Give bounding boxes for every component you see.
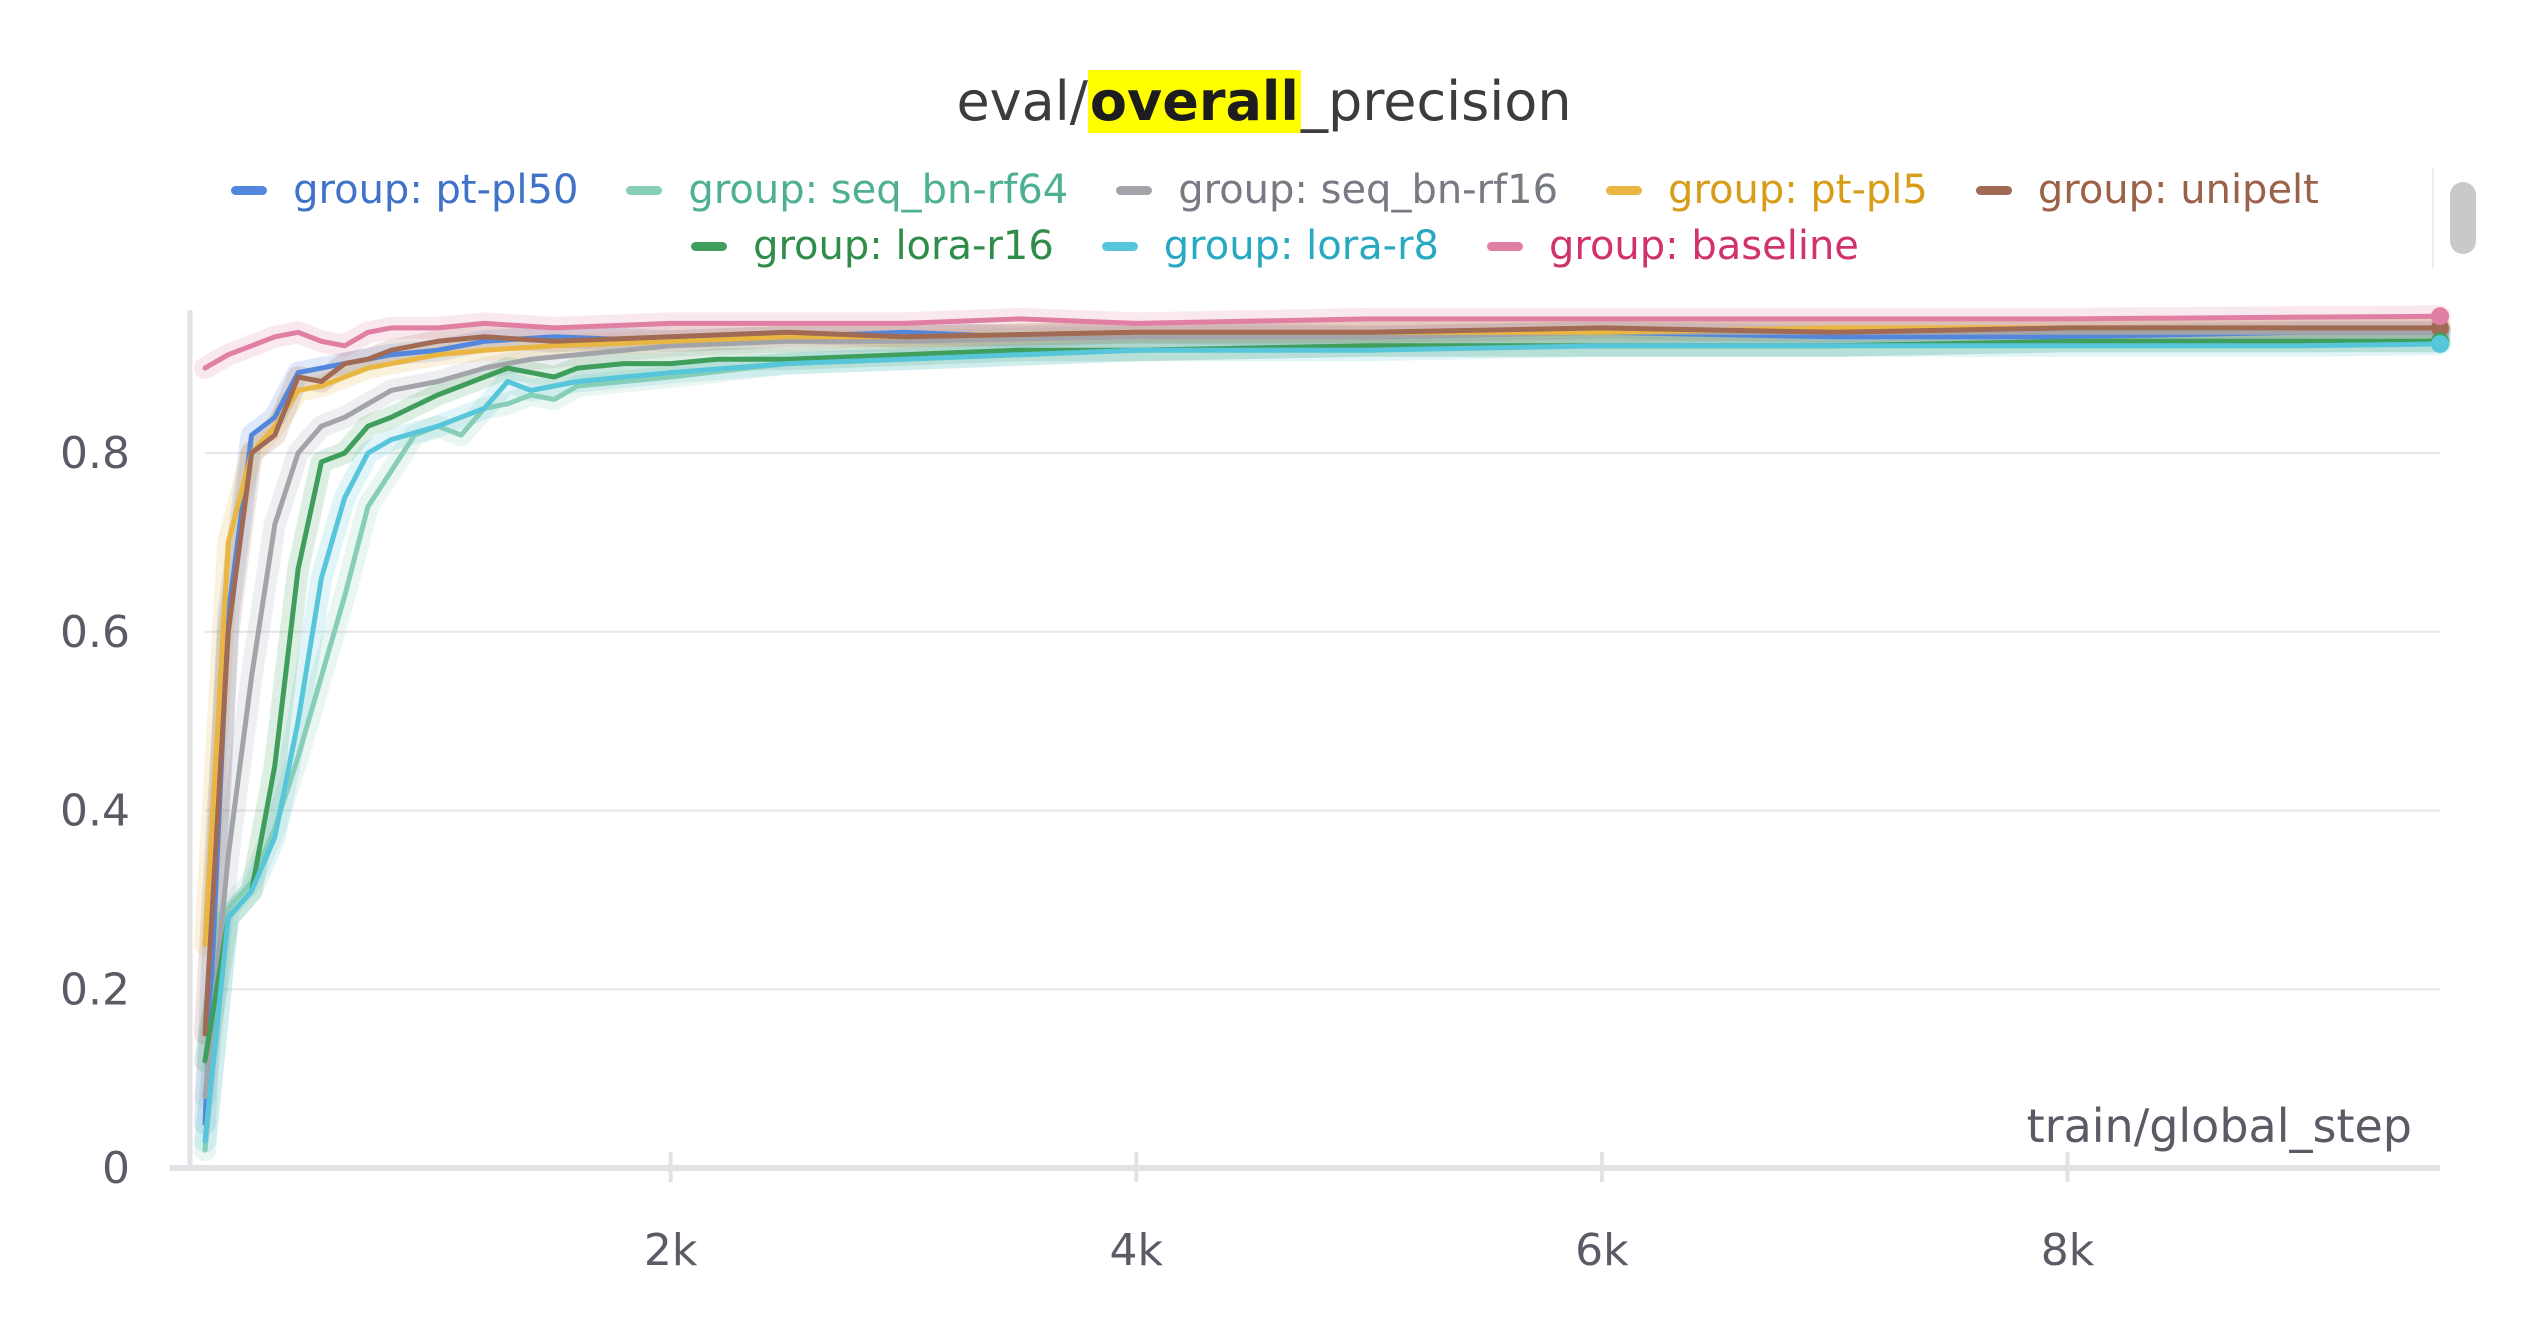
legend-swatch [691, 241, 728, 251]
series-band [194, 316, 2451, 1045]
x-tick-label: 8k [2041, 1225, 2095, 1276]
legend-item[interactable]: group: seq_bn-rf16 [1116, 167, 1558, 213]
legend-label: group: baseline [1549, 223, 1859, 269]
legend-swatch [1116, 185, 1153, 195]
series-band [194, 330, 2451, 1072]
legend-label: group: seq_bn-rf64 [688, 167, 1069, 213]
series-line[interactable] [202, 325, 2443, 1037]
y-tick-label: 0.6 [60, 607, 130, 658]
series-band [194, 321, 2451, 1135]
x-tick-label: 4k [1110, 1225, 1164, 1276]
y-tick-label: 0.2 [60, 964, 130, 1015]
legend-item[interactable]: group: lora-r8 [1101, 223, 1439, 269]
series-line[interactable] [202, 338, 2443, 1064]
legend-label: group: lora-r16 [753, 223, 1054, 269]
series-end-marker [2431, 334, 2449, 353]
series-end-marker [2431, 307, 2449, 326]
series-band [194, 316, 2451, 956]
x-axis-label: train/global_step [2027, 1099, 2412, 1153]
chart-title-highlight: overall [1087, 70, 1301, 133]
legend-item[interactable]: group: unipelt [1975, 167, 2319, 213]
legend-swatch [231, 185, 268, 195]
axes [170, 310, 2440, 1182]
legend-swatch [1975, 185, 2012, 195]
legend-label: group: pt-pl5 [1668, 167, 1928, 213]
legend-item[interactable]: group: lora-r16 [691, 223, 1054, 269]
x-tick-label: 6k [1575, 1225, 1629, 1276]
series-band [194, 321, 2451, 1108]
legend-swatch [626, 185, 663, 195]
chart-title-suffix: _precision [1300, 70, 1572, 133]
series-line[interactable] [202, 338, 2443, 1153]
gridlines [205, 452, 2440, 991]
chart-title-prefix: eval/ [956, 70, 1088, 133]
legend-item[interactable]: group: baseline [1487, 223, 1859, 269]
legend-swatch [1487, 241, 1523, 251]
legend-label: group: lora-r8 [1163, 223, 1439, 269]
legend-scroll-thumb[interactable] [2450, 182, 2476, 254]
legend-row: group: lora-r16 group: lora-r8 group: base… [150, 218, 2400, 274]
legend-swatch [1606, 185, 1643, 195]
series-line[interactable] [202, 329, 2443, 1099]
legend: group: pt-pl50 group: seq_bn-rf64 group: s… [150, 162, 2400, 280]
series-line[interactable] [202, 329, 2443, 1126]
legend-label: group: pt-pl50 [293, 167, 579, 213]
series-bands [194, 305, 2451, 1162]
series-line[interactable] [202, 313, 2443, 371]
chart-title: eval/overall_precision [0, 70, 2528, 133]
y-tick-label: 0.4 [60, 786, 130, 837]
y-tick-label: 0.8 [60, 428, 130, 479]
series-band [194, 330, 2451, 1162]
legend-label: group: unipelt [2037, 167, 2319, 213]
tick-labels: 0 0.2 0.4 0.6 0.8 2k 4k 6k 8k [60, 428, 2095, 1276]
series-band [194, 333, 2451, 1153]
legend-scrollbar[interactable] [2432, 168, 2490, 268]
legend-item[interactable]: group: seq_bn-rf64 [626, 167, 1068, 213]
legend-item[interactable]: group: pt-pl50 [231, 167, 578, 213]
legend-row: group: pt-pl50 group: seq_bn-rf64 group: s… [150, 162, 2400, 218]
series-line[interactable] [202, 341, 2443, 1144]
legend-label: group: seq_bn-rf16 [1178, 167, 1559, 213]
x-tick-label: 2k [644, 1225, 698, 1276]
legend-swatch [1101, 241, 1138, 251]
series-lines [202, 307, 2449, 1153]
series-line[interactable] [202, 325, 2443, 948]
y-tick-label: 0 [102, 1143, 130, 1194]
legend-item[interactable]: group: pt-pl5 [1606, 167, 1928, 213]
